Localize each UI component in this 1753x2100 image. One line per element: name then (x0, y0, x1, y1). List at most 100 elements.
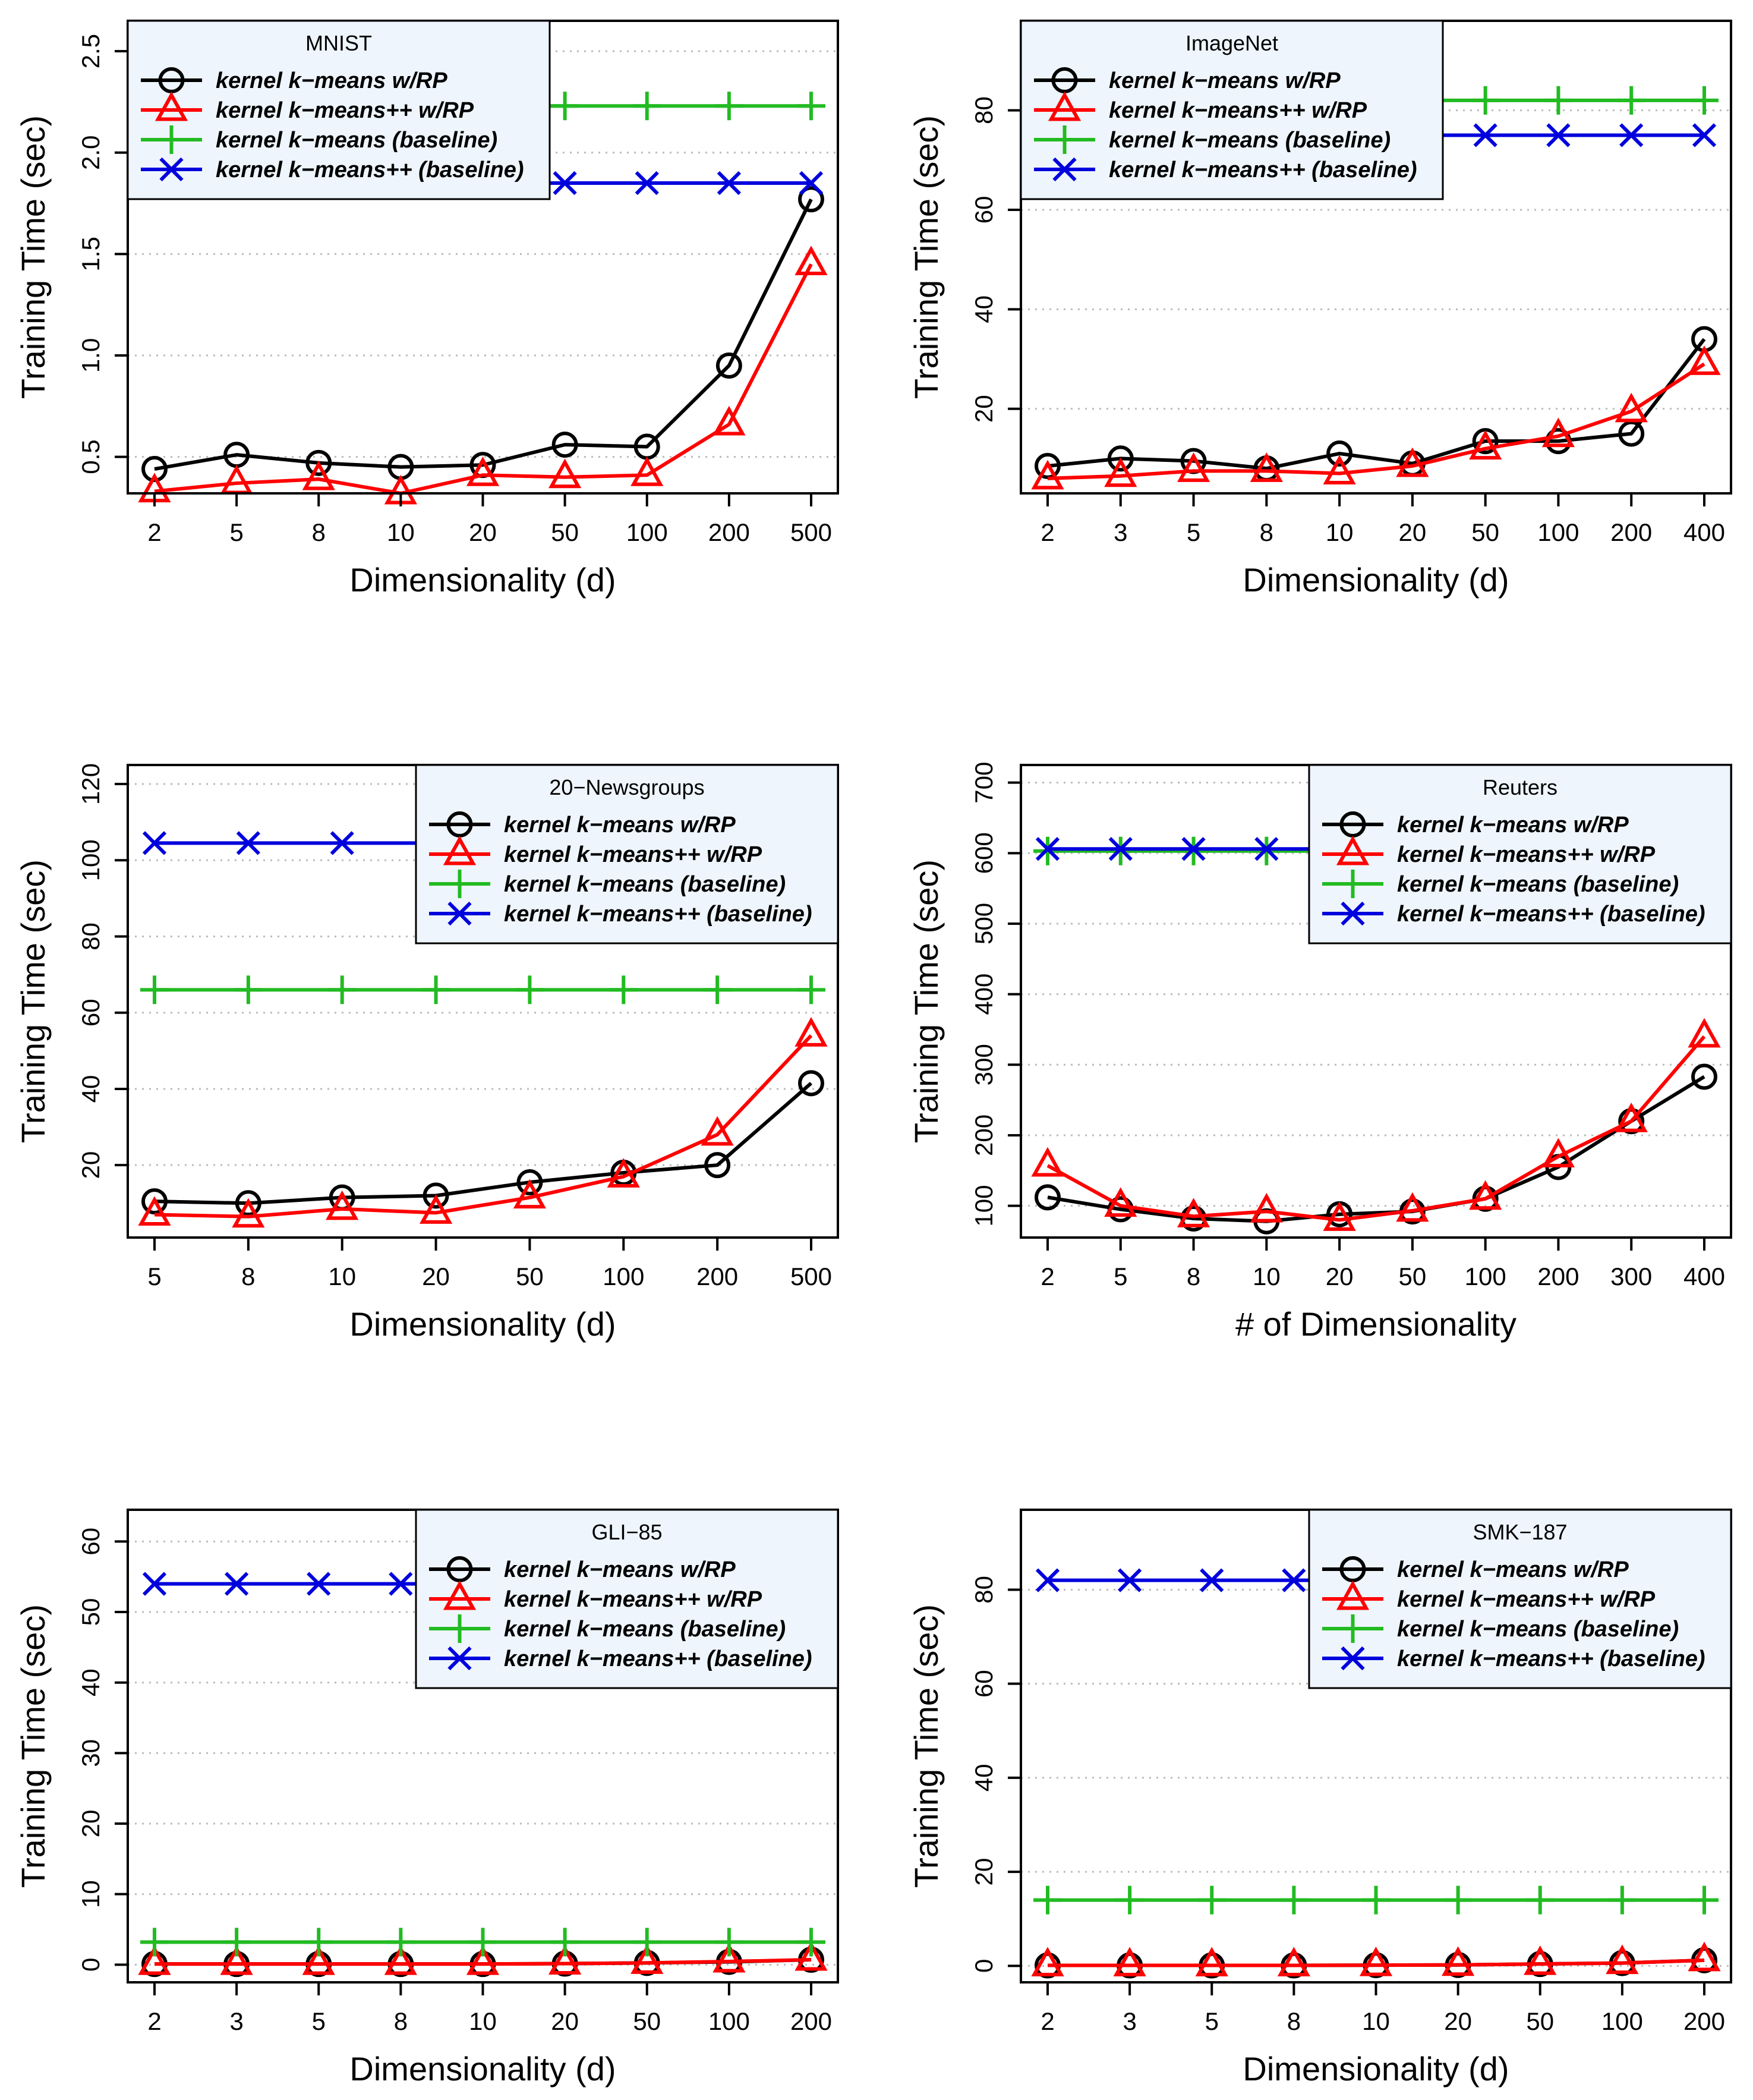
data-point (138, 1945, 171, 1975)
x-tick-label: 3 (1123, 2007, 1136, 2035)
x-tick-label: 10 (328, 1262, 356, 1290)
data-point (1692, 123, 1717, 147)
x-tick-label: 10 (469, 2007, 497, 2035)
x-tick-label: 100 (1601, 2007, 1643, 2035)
x-tick-label: 5 (1205, 2007, 1219, 2035)
data-point (1200, 1568, 1224, 1592)
data-point (1442, 1946, 1475, 1976)
y-tick-label: 100 (77, 839, 105, 881)
x-tick-label: 5 (312, 2007, 326, 2035)
data-point (234, 975, 263, 1005)
legend: SMK−187 kernel k−means w/RP kernel k−means… (1308, 1509, 1732, 1689)
data-point (1541, 417, 1575, 448)
x-tick-label: 10 (387, 518, 415, 546)
x-tick-label: 200 (1683, 2007, 1725, 2035)
x-tick-label: 400 (1683, 518, 1725, 546)
data-point (1033, 1885, 1062, 1915)
series-line-1 (1047, 338, 1706, 471)
data-point (1250, 1192, 1283, 1223)
x-tick-label: 2 (1041, 2007, 1054, 2035)
data-point (1472, 428, 1499, 455)
data-point (142, 831, 167, 855)
legend-swatch-marker (445, 870, 474, 898)
legend-entry-label: kernel k−means (baseline) (504, 872, 786, 897)
legend-entry-label: kernel k−means w/RP (504, 813, 736, 838)
x-tick-label: 2 (147, 2007, 161, 2035)
y-tick-label: 0 (970, 1959, 998, 1973)
legend-title: MNIST (305, 31, 372, 55)
data-point (1690, 1885, 1719, 1915)
y-axis-title: Training Time (sec) (907, 115, 945, 399)
legend-swatch-marker (1341, 901, 1365, 926)
data-point (797, 975, 825, 1005)
x-tick-label: 5 (1187, 518, 1200, 546)
legend-title: Reuters (1483, 775, 1557, 799)
y-tick-label: 600 (970, 832, 998, 874)
y-tick-label: 80 (970, 96, 998, 124)
legend-swatch-marker (159, 157, 184, 182)
legend-swatch-marker (445, 1614, 474, 1643)
y-tick-label: 1.5 (77, 237, 105, 271)
data-point (548, 1945, 582, 1975)
legend-title: ImageNet (1186, 31, 1278, 55)
data-point (327, 975, 357, 1005)
y-tick-label: 40 (77, 1668, 105, 1696)
chart-panel-5: 2 3 5 8 10 20 50 100 200 0 10 20 30 40 50 60 Dimensional… (14, 1509, 839, 2088)
data-point (1031, 1947, 1064, 1977)
data-point (714, 92, 743, 121)
data-point (220, 464, 253, 495)
data-point (1541, 1138, 1575, 1168)
legend: GLI−85 kernel k−means w/RP kernel k−means+… (415, 1509, 839, 1689)
data-point (609, 975, 638, 1005)
data-point (1035, 1184, 1061, 1211)
y-tick-label: 20 (77, 1810, 105, 1838)
data-point (715, 352, 742, 379)
x-tick-label: 3 (229, 2007, 243, 2035)
data-point (1618, 420, 1645, 447)
x-tick-label: 2 (1041, 518, 1054, 546)
data-point (714, 1928, 743, 1957)
x-tick-label: 50 (1471, 518, 1499, 546)
data-point (466, 1945, 500, 1975)
y-tick-label: 80 (970, 1576, 998, 1604)
legend-swatch-marker (1338, 1614, 1367, 1643)
data-point (704, 1152, 731, 1179)
data-point (1617, 86, 1646, 115)
legend-swatch-marker (443, 835, 477, 865)
data-point (1525, 1885, 1555, 1915)
data-point (235, 1190, 261, 1217)
legend-swatch-marker (1341, 1646, 1365, 1671)
x-tick-label: 10 (1362, 2007, 1390, 2035)
series-line-2 (155, 1958, 812, 1966)
x-tick-label: 20 (551, 2007, 579, 2035)
data-point (1279, 1885, 1309, 1915)
legend-title: SMK−187 (1473, 1520, 1567, 1544)
x-axis-title: Dimensionality (d) (349, 561, 616, 599)
data-point (799, 171, 824, 196)
data-point (794, 1941, 828, 1971)
legend-swatch-marker (1052, 157, 1077, 182)
x-tick-label: 8 (1260, 518, 1273, 546)
x-tick-label: 200 (1537, 1262, 1579, 1290)
data-point (794, 245, 828, 275)
legend-entry-label: kernel k−means++ (baseline) (504, 902, 812, 927)
y-tick-label: 20 (77, 1151, 105, 1179)
data-point (140, 975, 169, 1005)
legend-entry-label: kernel k−means (baseline) (1109, 128, 1391, 153)
series-line-2 (1046, 1035, 1706, 1222)
data-point (1524, 1945, 1557, 1975)
x-tick-label: 200 (1610, 518, 1652, 546)
data-point (630, 456, 664, 486)
x-tick-label: 5 (147, 1262, 161, 1290)
data-point (553, 171, 577, 196)
data-point (1323, 455, 1356, 485)
legend-swatch-marker (1338, 870, 1367, 898)
legend-entry-label: kernel k−means w/RP (504, 1557, 736, 1582)
data-point (548, 458, 582, 489)
data-point (468, 1928, 497, 1957)
series-line-2 (154, 263, 813, 495)
legend-entry-label: kernel k−means (baseline) (216, 128, 497, 153)
data-point (1177, 452, 1210, 482)
data-point (712, 1942, 746, 1973)
legend-entry-label: kernel k−means++ (baseline) (1397, 902, 1705, 927)
